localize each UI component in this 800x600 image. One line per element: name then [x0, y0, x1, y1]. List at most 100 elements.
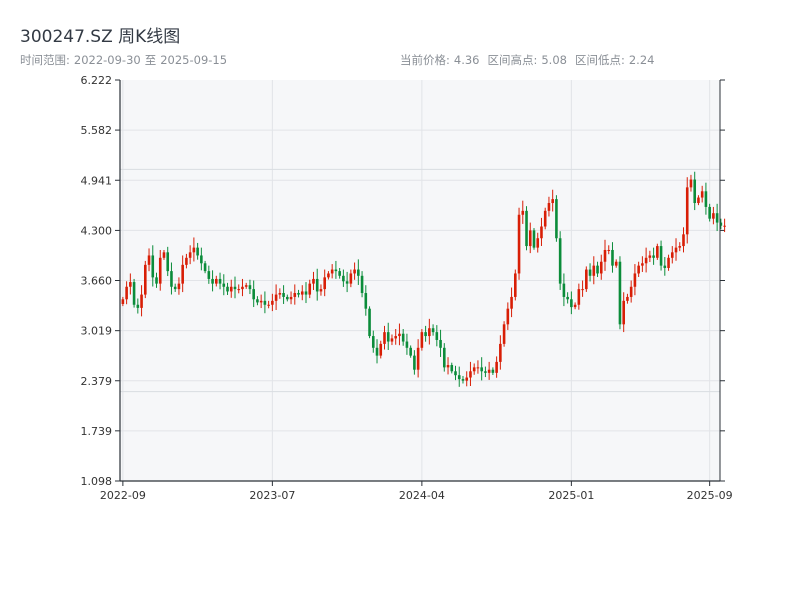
- candle-body: [719, 222, 723, 226]
- candle-body: [200, 255, 203, 264]
- candle-body: [401, 333, 405, 342]
- candle-body: [659, 246, 663, 266]
- candle-body: [506, 308, 510, 325]
- candle-body: [229, 286, 233, 292]
- candle-body: [360, 275, 364, 294]
- candle-body: [476, 367, 480, 369]
- candle-body: [226, 286, 229, 292]
- candle-body: [233, 286, 237, 290]
- candle-body: [271, 300, 274, 305]
- candle-body: [614, 261, 618, 266]
- candle-body: [293, 293, 297, 297]
- candle-body: [551, 199, 554, 204]
- candle-body: [641, 263, 644, 266]
- candle-body: [644, 257, 648, 264]
- candle-body: [667, 257, 670, 268]
- y-tick-label: 4.300: [81, 224, 113, 237]
- candle-body: [588, 269, 592, 276]
- candle-body: [405, 341, 409, 348]
- candle-body: [334, 269, 338, 272]
- candle-body: [312, 278, 315, 284]
- candle-body: [428, 328, 431, 337]
- candle-body: [390, 338, 394, 342]
- range-sep: 至: [144, 53, 157, 67]
- y-tick-label: 5.582: [81, 124, 113, 137]
- candle-body: [177, 283, 181, 290]
- candle-body: [577, 289, 581, 305]
- y-tick-label: 1.739: [81, 425, 113, 438]
- candle-body: [599, 261, 603, 274]
- candle-body: [241, 286, 244, 290]
- y-tick-label: 3.660: [81, 275, 113, 288]
- candle-body: [330, 269, 334, 274]
- candle-body: [484, 371, 487, 373]
- candle-body: [689, 179, 693, 188]
- range-high-label: 区间高点:: [487, 53, 538, 67]
- candle-body: [622, 300, 625, 325]
- y-tick-label: 4.941: [81, 174, 113, 187]
- candle-body: [364, 293, 368, 309]
- candle-body: [121, 299, 125, 304]
- candle-body: [648, 255, 652, 258]
- candle-body: [181, 264, 184, 284]
- candle-body: [185, 257, 188, 265]
- candle-body: [637, 265, 640, 274]
- candle-body: [398, 333, 401, 337]
- candle-body: [211, 278, 214, 284]
- candle-body: [375, 347, 379, 356]
- candle-body: [345, 281, 349, 284]
- candle-body: [248, 285, 252, 290]
- candle-body: [416, 347, 420, 370]
- candle-body: [502, 324, 506, 344]
- candle-body: [132, 282, 136, 305]
- candle-body: [585, 269, 588, 290]
- candle-body: [723, 225, 726, 227]
- candle-body: [386, 332, 390, 342]
- candle-body: [532, 230, 536, 248]
- candle-body: [203, 263, 207, 272]
- candle-body: [656, 246, 659, 258]
- candle-body: [207, 271, 211, 279]
- candle-body: [394, 336, 398, 339]
- x-tick-label: 2025-09: [687, 489, 733, 502]
- candle-body: [286, 296, 289, 300]
- x-tick-label: 2022-09: [100, 489, 146, 502]
- candle-body: [244, 285, 248, 287]
- candle-body: [222, 283, 226, 287]
- candle-body: [218, 278, 222, 284]
- candle-body: [495, 361, 498, 373]
- candle-body: [353, 269, 356, 274]
- candle-body: [442, 347, 446, 368]
- candle-body: [465, 377, 469, 381]
- candle-body: [472, 367, 476, 372]
- candle-body: [237, 289, 241, 291]
- candle-body: [151, 255, 155, 278]
- candle-body: [215, 278, 218, 284]
- candle-body: [289, 296, 293, 300]
- candle-body: [371, 336, 375, 348]
- candle-body: [663, 265, 667, 268]
- x-tick-label: 2023-07: [249, 489, 295, 502]
- candle-body: [674, 247, 678, 253]
- candle-body: [143, 264, 147, 295]
- candle-body: [581, 289, 584, 291]
- range-low-value: 2.24: [628, 53, 655, 67]
- candle-body: [592, 265, 596, 276]
- candle-body: [499, 343, 502, 362]
- candle-body: [611, 249, 614, 266]
- candle-body: [342, 275, 345, 282]
- candle-body: [570, 299, 573, 308]
- range-high-value: 5.08: [541, 53, 567, 67]
- candle-body: [304, 291, 308, 295]
- candle-body: [368, 308, 371, 337]
- date-range: 时间范围: 2022-09-30 至 2025-09-15: [20, 52, 227, 68]
- candle-body: [435, 332, 439, 340]
- candle-body: [170, 271, 173, 287]
- candle-body: [693, 179, 697, 204]
- candle-body: [300, 291, 304, 295]
- price-stats: 当前价格: 4.36 区间高点: 5.08 区间低点: 2.24: [400, 52, 654, 68]
- candle-body: [685, 187, 689, 235]
- candle-body: [573, 304, 577, 308]
- candle-body: [603, 249, 607, 262]
- candle-body: [562, 283, 566, 297]
